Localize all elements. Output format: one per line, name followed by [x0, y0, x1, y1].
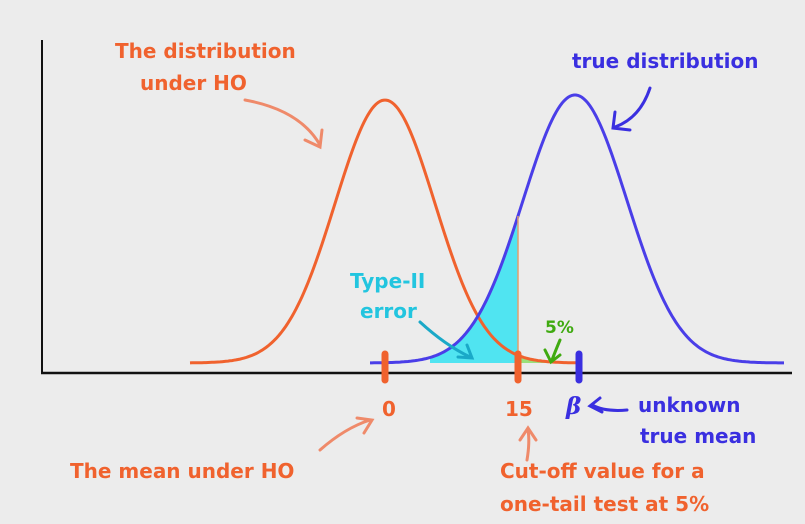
- label: Cut-off value for a: [500, 459, 705, 483]
- true-curve: [370, 93, 784, 365]
- arrow: [243, 98, 324, 150]
- label: one-tail test at 5%: [500, 492, 709, 516]
- arrow: [543, 338, 562, 365]
- label: 5%: [545, 318, 574, 338]
- label: error: [360, 299, 417, 323]
- label: Type-II: [350, 269, 425, 293]
- label: under HO: [140, 71, 247, 95]
- tick-label: 0: [382, 397, 396, 421]
- arrow: [518, 425, 538, 462]
- label: The mean under HO: [70, 459, 294, 483]
- label: The distribution: [115, 39, 296, 63]
- alpha-area: [518, 355, 570, 363]
- label: unknown: [638, 393, 740, 417]
- arrow: [318, 416, 375, 452]
- type-ii-area: [430, 216, 518, 363]
- tick-label: β: [565, 393, 581, 420]
- tick-label: 15: [505, 397, 533, 421]
- arrow: [611, 86, 652, 132]
- arrow: [418, 320, 475, 360]
- label: true distribution: [572, 49, 759, 73]
- arrows: [243, 86, 652, 462]
- arrow: [587, 396, 629, 414]
- label: true mean: [640, 424, 756, 448]
